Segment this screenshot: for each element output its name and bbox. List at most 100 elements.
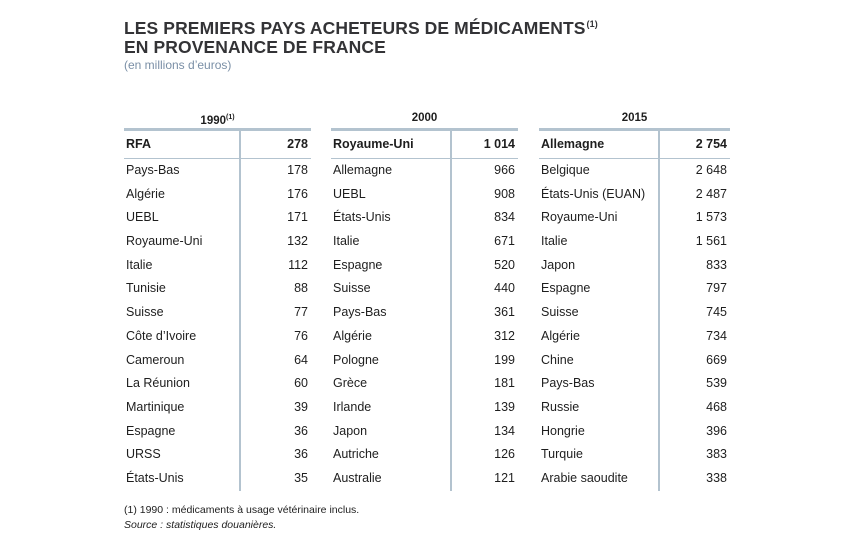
table-row: RFA 278 <box>124 131 311 159</box>
country-name: Irlande <box>333 399 372 414</box>
table-row: États-Unis 35 <box>124 467 311 491</box>
export-value: 396 <box>706 423 727 438</box>
country-name: Autriche <box>333 447 379 462</box>
export-value: 134 <box>494 423 515 438</box>
table-row: Suisse 77 <box>124 301 311 325</box>
export-value: 181 <box>494 376 515 391</box>
column-divider <box>658 131 660 491</box>
title-line-2: EN PROVENANCE DE FRANCE <box>124 37 386 57</box>
table-row: Pays-Bas 539 <box>539 372 730 396</box>
table-row: URSS 36 <box>124 443 311 467</box>
country-name: Italie <box>333 234 360 249</box>
table-row: Autriche 126 <box>331 443 518 467</box>
export-value: 77 <box>294 305 308 320</box>
export-value: 908 <box>494 186 515 201</box>
country-name: Russie <box>541 399 580 414</box>
footnote: (1) 1990 : médicaments à usage vétérinai… <box>124 503 359 533</box>
country-name: Italie <box>126 257 153 272</box>
year-header: 2000 <box>331 108 518 131</box>
country-name: Pays-Bas <box>541 376 595 391</box>
table-rows: Royaume-Uni 1 014 Allemagne 966 UEBL 908 États… <box>331 131 518 491</box>
export-value: 278 <box>287 137 308 151</box>
title-footnote-mark: (1) <box>586 19 598 29</box>
export-value: 171 <box>287 210 308 225</box>
export-value: 199 <box>494 352 515 367</box>
country-name: États-Unis (EUAN) <box>541 186 646 201</box>
table-row: Royaume-Uni 132 <box>124 230 311 254</box>
table-rows: Allemagne 2 754 Belgique 2 648 États-Unis (E… <box>539 131 730 491</box>
table-row: Russie 468 <box>539 396 730 420</box>
export-value: 2 648 <box>695 163 727 177</box>
table-row: États-Unis 834 <box>331 206 518 230</box>
country-name: Pays-Bas <box>333 305 387 320</box>
country-name: Allemagne <box>333 163 393 177</box>
table-row: Allemagne 966 <box>331 159 518 183</box>
export-value: 64 <box>294 352 308 367</box>
export-value: 468 <box>706 399 727 414</box>
country-name: Japon <box>541 257 576 272</box>
export-value: 734 <box>706 328 727 343</box>
country-name: Royaume-Uni <box>126 234 203 249</box>
table-row: Japon 833 <box>539 254 730 278</box>
year-label: 1990 <box>200 115 227 127</box>
export-value: 520 <box>494 257 515 272</box>
country-name: La Réunion <box>126 376 190 391</box>
export-value: 440 <box>494 281 515 296</box>
year-label: 2000 <box>411 112 438 124</box>
country-name: Espagne <box>541 281 591 296</box>
table-row: Suisse 745 <box>539 301 730 325</box>
country-name: Côte d’Ivoire <box>126 328 197 343</box>
country-name: Algérie <box>333 328 372 343</box>
export-value: 539 <box>706 376 727 391</box>
export-value: 1 014 <box>483 137 515 151</box>
country-name: Suisse <box>126 305 164 320</box>
country-name: Grèce <box>333 376 368 391</box>
export-value: 669 <box>706 352 727 367</box>
table-row: Italie 671 <box>331 230 518 254</box>
table-row: La Réunion 60 <box>124 372 311 396</box>
subtitle: (en millions d’euros) <box>124 58 232 72</box>
table-2000: 2000 Royaume-Uni 1 014 Allemagne 966 UEBL 908 É… <box>331 108 518 491</box>
country-name: Chine <box>541 352 574 367</box>
country-name: Cameroun <box>126 352 185 367</box>
country-name: Allemagne <box>541 137 605 151</box>
country-name: Royaume-Uni <box>541 210 618 225</box>
footnote-text: (1) 1990 : médicaments à usage vétérinai… <box>124 504 360 516</box>
export-value: 671 <box>494 234 515 249</box>
table-row: Pologne 199 <box>331 349 518 373</box>
export-value: 132 <box>287 234 308 249</box>
export-value: 833 <box>706 257 727 272</box>
export-value: 834 <box>494 210 515 225</box>
table-row: Turquie 383 <box>539 443 730 467</box>
export-value: 745 <box>706 305 727 320</box>
country-name: Tunisie <box>126 281 166 296</box>
country-name: Espagne <box>126 423 176 438</box>
table-row: Algérie 176 <box>124 183 311 207</box>
table-row: Grèce 181 <box>331 372 518 396</box>
export-value: 39 <box>294 399 308 414</box>
country-name: Algérie <box>541 328 580 343</box>
country-name: États-Unis <box>333 210 391 225</box>
table-1990: 1990(1) RFA 278 Pays-Bas 178 Algérie 176 UEBL 17… <box>124 108 311 491</box>
export-value: 35 <box>294 470 308 485</box>
country-name: UEBL <box>333 186 366 201</box>
export-value: 1 573 <box>695 210 727 225</box>
country-name: États-Unis <box>126 470 184 485</box>
table-row: Espagne 36 <box>124 420 311 444</box>
column-divider <box>239 131 241 491</box>
table-row: Algérie 312 <box>331 325 518 349</box>
export-value: 36 <box>294 447 308 462</box>
export-value: 338 <box>706 470 727 485</box>
export-value: 966 <box>494 163 515 177</box>
country-name: Italie <box>541 234 568 249</box>
export-value: 76 <box>294 328 308 343</box>
table-rows: RFA 278 Pays-Bas 178 Algérie 176 UEBL 171 Royaum… <box>124 131 311 491</box>
country-name: RFA <box>126 137 151 151</box>
table-row: Espagne 797 <box>539 277 730 301</box>
export-value: 2 754 <box>695 137 727 151</box>
table-row: Tunisie 88 <box>124 277 311 301</box>
export-value: 2 487 <box>695 186 727 201</box>
year-header: 1990(1) <box>124 108 311 131</box>
year-label: 2015 <box>621 112 648 124</box>
table-row: Japon 134 <box>331 420 518 444</box>
